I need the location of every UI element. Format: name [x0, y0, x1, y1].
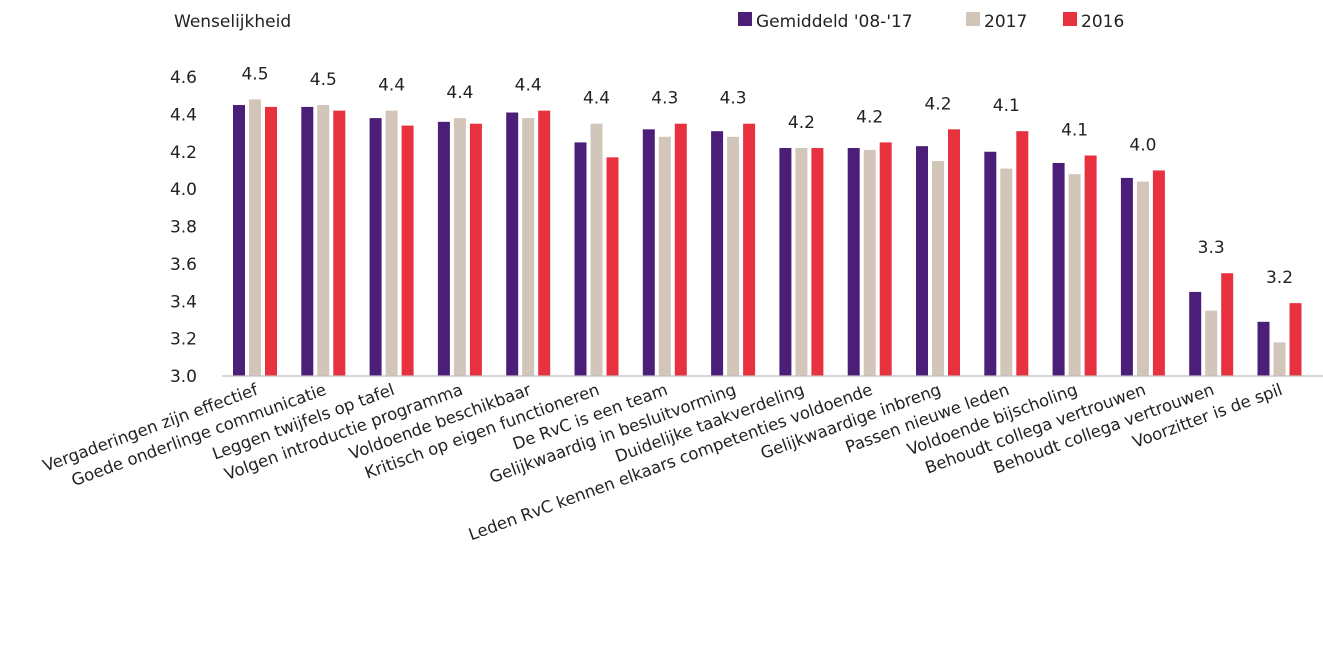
bar-2017 — [932, 161, 944, 376]
bar-2017 — [249, 99, 261, 377]
bar-gemiddeld — [301, 106, 314, 377]
legend-swatch-2016 — [1063, 12, 1077, 26]
data-label: 4.5 — [310, 70, 337, 90]
data-label: 4.4 — [446, 83, 473, 103]
bar-2016 — [743, 123, 756, 376]
data-label: 4.2 — [856, 107, 883, 127]
bar-2017 — [590, 123, 603, 376]
y-axis-label: Wenselijkheid — [174, 12, 291, 32]
bar-gemiddeld — [574, 142, 587, 376]
bar-gemiddeld — [506, 112, 519, 376]
bar-2017 — [1068, 174, 1081, 376]
bar-2017 — [1000, 168, 1013, 376]
bar-2017 — [1136, 181, 1149, 376]
legend-swatch-2017 — [966, 12, 980, 26]
bar-gemiddeld — [1257, 321, 1270, 376]
y-tick-label: 4.6 — [170, 68, 197, 88]
data-label: 4.1 — [1061, 120, 1088, 140]
data-label: 4.4 — [583, 89, 610, 109]
data-label: 4.4 — [515, 76, 542, 96]
bar-2016 — [333, 110, 346, 376]
y-tick-label: 4.2 — [170, 143, 197, 163]
bar-2016 — [1084, 155, 1097, 376]
bar-2017 — [317, 105, 330, 376]
bar-2016 — [469, 123, 482, 376]
bar-2016 — [538, 110, 551, 376]
bar-gemiddeld — [847, 148, 860, 376]
bar-gemiddeld — [437, 121, 450, 376]
bar-2017 — [453, 118, 466, 377]
bar-2016 — [1289, 303, 1302, 376]
bar-gemiddeld — [1052, 162, 1065, 376]
data-label: 4.4 — [378, 76, 405, 96]
bar-2017 — [658, 136, 671, 376]
legend-swatch-gemiddeld — [738, 12, 752, 26]
bar-2017 — [522, 118, 535, 377]
bar-2016 — [1152, 170, 1165, 376]
data-labels: 4.5 4.5 4.4 4.4 4.4 4.4 4.3 4.3 4.2 4.2 4.2 4.1 4.1 4… — [241, 64, 1293, 288]
bar-gemiddeld — [369, 118, 382, 377]
data-label: 3.3 — [1198, 238, 1225, 258]
data-label: 4.2 — [788, 113, 815, 133]
data-label: 4.3 — [651, 89, 678, 109]
bar-2017 — [1273, 342, 1286, 376]
legend-label-2016: 2016 — [1081, 12, 1124, 32]
bar-2016 — [401, 125, 414, 377]
bar-2016 — [879, 142, 892, 376]
bar-2016 — [948, 129, 960, 376]
bar-2016 — [811, 148, 824, 376]
bar-gemiddeld — [916, 146, 928, 376]
y-tick-label: 3.4 — [170, 292, 197, 312]
y-tick-label: 4.4 — [170, 105, 197, 125]
bar-2016 — [265, 106, 277, 377]
data-label: 4.2 — [924, 94, 951, 114]
bar-2016 — [1221, 273, 1234, 376]
y-tick-label: 3.2 — [170, 330, 197, 350]
bar-gemiddeld — [779, 148, 792, 376]
data-label: 4.5 — [241, 64, 268, 84]
bar-gemiddeld — [233, 105, 245, 376]
bar-2017 — [863, 149, 876, 376]
bar-2017 — [795, 148, 808, 376]
data-label: 3.2 — [1266, 268, 1293, 288]
bar-gemiddeld — [984, 151, 997, 376]
bars — [233, 99, 1302, 377]
bar-gemiddeld — [711, 131, 724, 376]
bar-gemiddeld — [1189, 291, 1202, 376]
bar-2016 — [674, 123, 687, 376]
bar-2017 — [385, 110, 398, 376]
data-label: 4.1 — [993, 96, 1020, 116]
bar-2016 — [606, 157, 619, 376]
data-label: 4.0 — [1129, 135, 1156, 155]
bar-2016 — [1016, 131, 1029, 376]
data-label: 4.3 — [720, 89, 747, 109]
y-tick-label: 3.6 — [170, 255, 197, 275]
bar-2017 — [1205, 310, 1218, 376]
y-axis-ticks: 3.0 3.2 3.4 3.6 3.8 4.0 4.2 4.4 4.6 — [170, 68, 197, 387]
bar-gemiddeld — [1120, 177, 1133, 376]
bar-2017 — [727, 136, 740, 376]
legend-label-gemiddeld: Gemiddeld '08-'17 — [756, 12, 913, 32]
y-tick-label: 4.0 — [170, 180, 197, 200]
bar-gemiddeld — [642, 129, 655, 376]
y-tick-label: 3.0 — [170, 367, 197, 387]
legend-label-2017: 2017 — [984, 12, 1027, 32]
legend: Gemiddeld '08-'17 2017 2016 — [738, 12, 1124, 32]
y-tick-label: 3.8 — [170, 218, 197, 238]
